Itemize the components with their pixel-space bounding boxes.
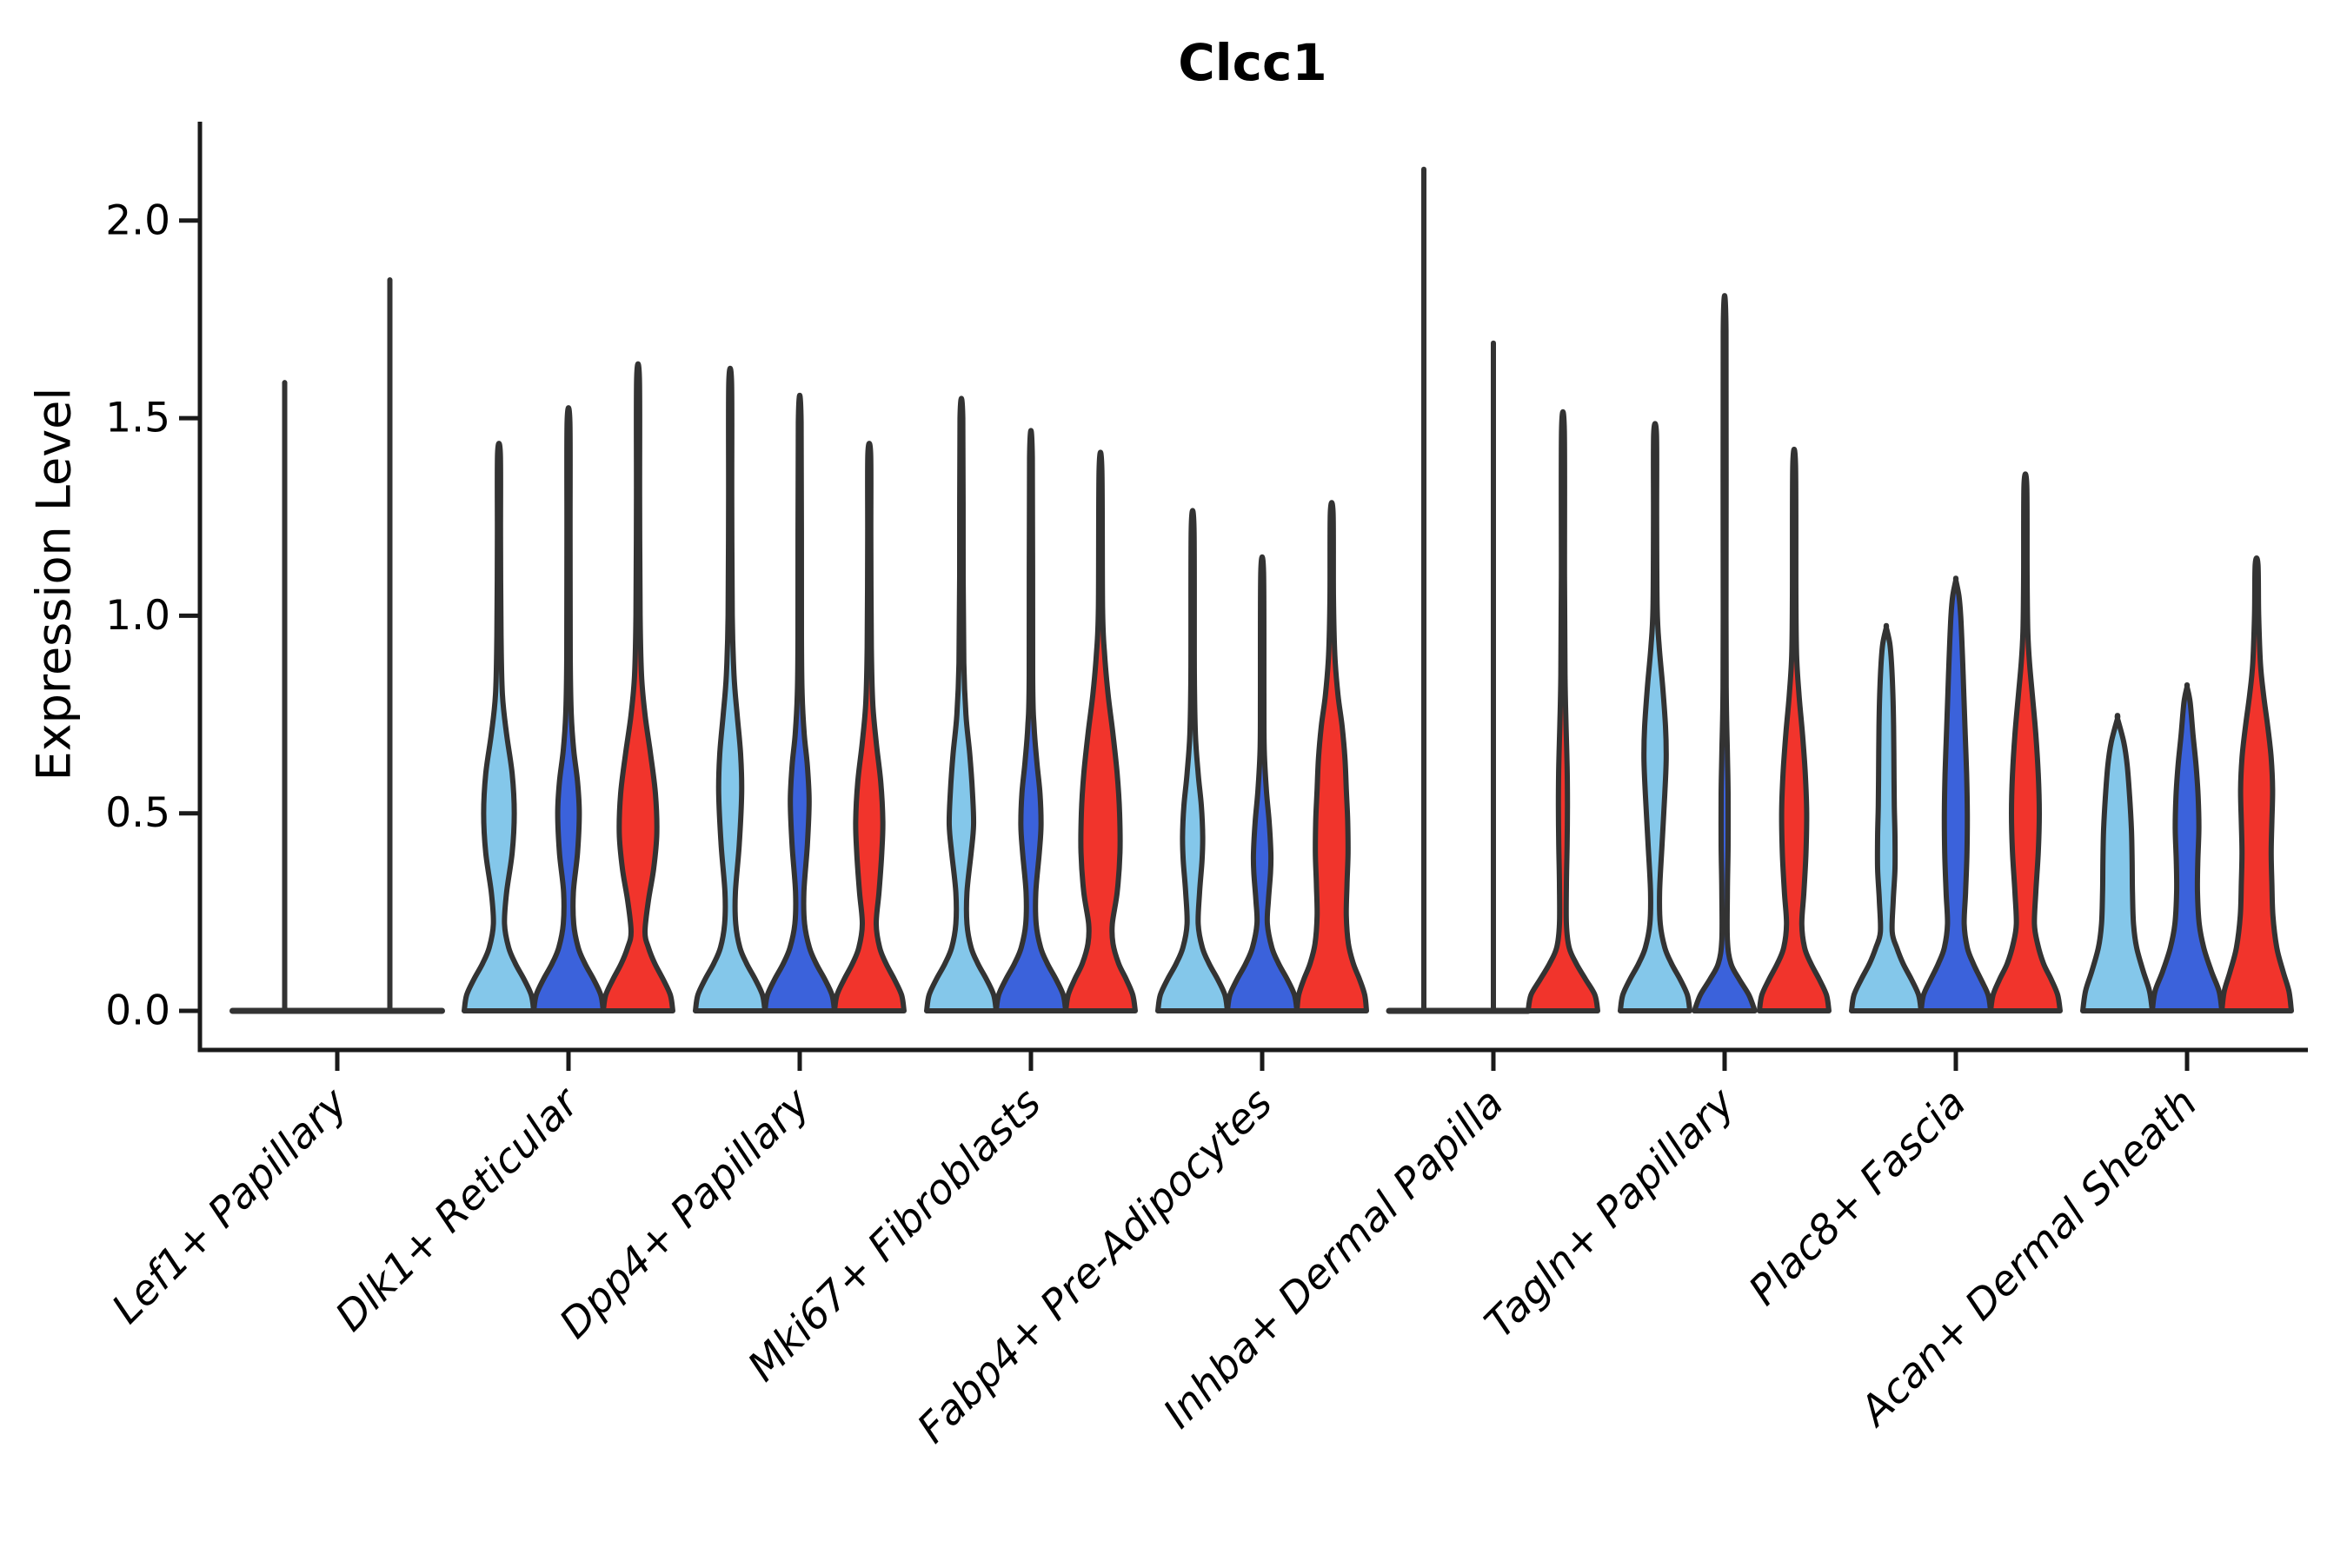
y-tick-label: 1.5	[105, 395, 170, 442]
x-tick-label: Plac8+ Fascia	[1739, 1080, 1975, 1315]
y-axis-label: Expression Level	[26, 387, 82, 781]
violin-3-series_3	[832, 441, 907, 1013]
violin-3-series_1	[693, 365, 768, 1013]
violin-3-series_2	[762, 392, 837, 1013]
y-tick-label: 1.0	[105, 592, 170, 640]
chart-title: Clcc1	[1178, 33, 1327, 92]
violin-8-series_2	[1918, 575, 1993, 1013]
y-tick-label: 2.0	[105, 196, 170, 244]
violin-9-series_1	[2080, 713, 2155, 1013]
x-tick-label: Tagln+ Papillary	[1476, 1079, 1745, 1348]
x-tick-label: Dpp4+ Papillary	[550, 1079, 820, 1348]
violin-9-series_3	[2219, 555, 2294, 1013]
violin-8-series_3	[1988, 471, 2063, 1013]
violin-7-series_1	[1618, 421, 1692, 1013]
violin-5-series_3	[1294, 500, 1369, 1013]
violin-8-series_1	[1849, 622, 1924, 1013]
y-tick-label: 0.0	[105, 987, 170, 1035]
violin-4-series_2	[994, 428, 1068, 1013]
violin-5-series_2	[1225, 554, 1300, 1013]
violin-7-series_3	[1757, 446, 1832, 1013]
violin-2-series_1	[462, 441, 536, 1013]
violin-2-series_3	[601, 361, 675, 1013]
violin-7-series_2	[1692, 293, 1758, 1013]
y-tick-label: 0.5	[105, 789, 170, 837]
violin-9-series_2	[2150, 681, 2224, 1013]
violin-6-series_3	[1526, 409, 1600, 1013]
violin-5-series_1	[1155, 508, 1230, 1013]
violin-4-series_3	[1063, 449, 1138, 1013]
x-tick-label: Lef1+ Papillary	[103, 1079, 357, 1333]
violin-2-series_2	[531, 405, 606, 1013]
violin-4-series_1	[924, 395, 999, 1013]
x-tick-label: Dlk1+ Reticular	[327, 1078, 590, 1341]
